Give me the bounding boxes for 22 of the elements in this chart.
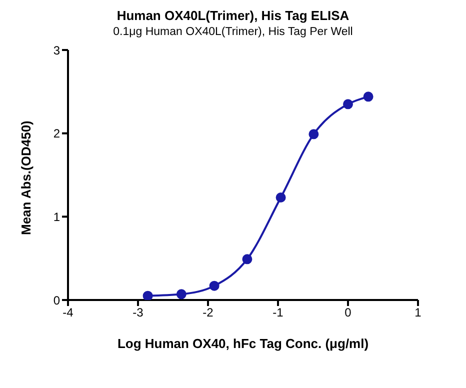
y-axis-title: Mean Abs.(OD450): [18, 120, 34, 235]
point: [176, 289, 186, 300]
y-tick-label: 2: [53, 126, 60, 141]
chart-title: Human OX40L(Trimer), His Tag ELISA: [116, 8, 350, 23]
x-tick-label: 1: [414, 306, 422, 320]
x-tick-label: -4: [62, 306, 74, 320]
point: [276, 192, 286, 202]
y-tick-label: 1: [53, 210, 60, 224]
point: [209, 280, 220, 291]
x-tick-label: 0: [344, 306, 352, 320]
x-tick-label: -2: [202, 306, 214, 320]
point: [363, 92, 374, 102]
x-axis-title: Log Human OX40, hFc Tag Conc. (μg/ml): [117, 336, 369, 351]
y-tick-label: 0: [53, 293, 60, 308]
x-tick-label: -3: [132, 306, 144, 320]
x-tick-label: -1: [272, 306, 284, 320]
point: [308, 129, 319, 140]
chart-subtitle: 0.1μg Human OX40L(Trimer), His Tag Per Well: [112, 26, 354, 38]
point: [242, 254, 252, 264]
y-tick-label: 3: [53, 43, 60, 58]
point: [142, 290, 153, 300]
point: [343, 99, 353, 110]
